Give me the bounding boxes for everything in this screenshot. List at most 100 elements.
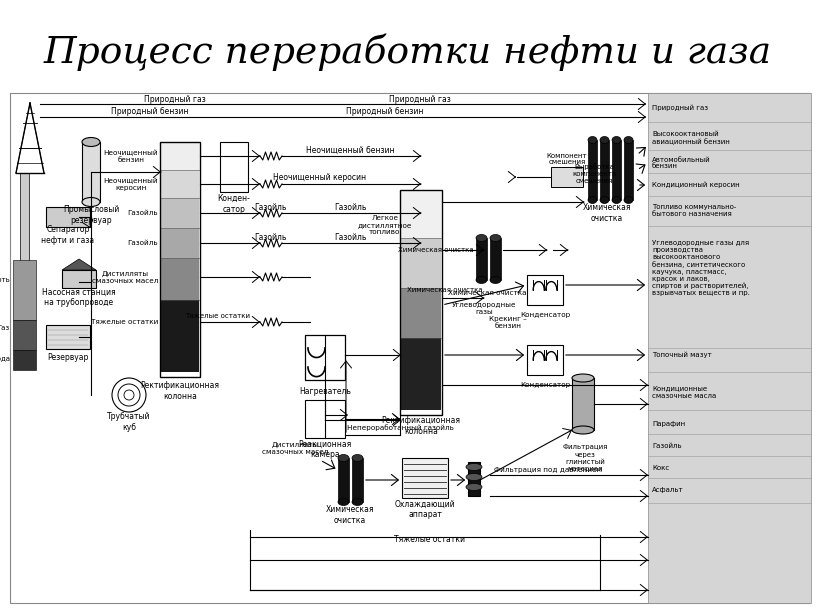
Text: Трубчатый
куб: Трубчатый куб bbox=[107, 413, 151, 432]
Bar bbox=[46, 207, 90, 227]
Text: Компонент
смешения: Компонент смешения bbox=[547, 153, 588, 166]
Text: Фильтрация под давлением: Фильтрация под давлением bbox=[494, 467, 602, 473]
Bar bbox=[161, 228, 199, 258]
Bar bbox=[401, 238, 441, 288]
Bar bbox=[13, 350, 36, 370]
Text: Ректификационная
колонна: Ректификационная колонна bbox=[140, 381, 220, 401]
Text: Автомобильный
бензин: Автомобильный бензин bbox=[652, 156, 711, 170]
Text: Нагреватель: Нагреватель bbox=[299, 387, 351, 395]
Text: Газойль: Газойль bbox=[127, 210, 158, 216]
Bar bbox=[468, 462, 480, 496]
Text: Парафин: Парафин bbox=[652, 421, 685, 427]
Text: Ректификационная
колонна: Ректификационная колонна bbox=[382, 416, 460, 436]
Text: Тяжелые остатки: Тяжелые остатки bbox=[185, 313, 250, 319]
Text: Тяжелые остатки: Тяжелые остатки bbox=[394, 535, 465, 544]
Bar bbox=[400, 190, 442, 415]
Text: Резервуар: Резервуар bbox=[47, 352, 89, 362]
Text: Газойль: Газойль bbox=[254, 232, 286, 242]
Text: Химическая
очистка: Химическая очистка bbox=[583, 204, 632, 223]
Ellipse shape bbox=[338, 498, 349, 506]
Text: Природный газ: Природный газ bbox=[389, 94, 451, 104]
Text: Кондиционные
смазочные масла: Кондиционные смазочные масла bbox=[652, 386, 716, 398]
Bar bbox=[305, 400, 345, 438]
Ellipse shape bbox=[600, 137, 609, 143]
Bar bbox=[476, 238, 487, 280]
Text: Дистилляты
смазочных масел: Дистилляты смазочных масел bbox=[91, 270, 158, 284]
Ellipse shape bbox=[624, 197, 633, 204]
Text: Тяжелые остатки: Тяжелые остатки bbox=[91, 319, 158, 325]
Bar bbox=[13, 260, 36, 320]
Polygon shape bbox=[62, 259, 96, 270]
Text: Конден-
сатор: Конден- сатор bbox=[218, 194, 251, 214]
Ellipse shape bbox=[476, 235, 487, 242]
Ellipse shape bbox=[476, 276, 487, 283]
Text: Неочищенный керосин: Неочищенный керосин bbox=[273, 173, 366, 183]
Bar bbox=[648, 93, 811, 603]
Bar bbox=[305, 335, 345, 380]
Text: Природный газ: Природный газ bbox=[144, 94, 206, 104]
Text: Высокооктановый
авиационный бензин: Высокооктановый авиационный бензин bbox=[652, 131, 730, 145]
Bar bbox=[338, 458, 349, 502]
Ellipse shape bbox=[600, 197, 609, 204]
Ellipse shape bbox=[82, 137, 100, 147]
Bar bbox=[401, 190, 441, 238]
Text: Конденсатор: Конденсатор bbox=[520, 382, 570, 388]
Bar bbox=[82, 142, 100, 202]
Text: Непероработанный газойль: Непероработанный газойль bbox=[347, 425, 454, 432]
Ellipse shape bbox=[352, 498, 363, 506]
Ellipse shape bbox=[624, 137, 633, 143]
Ellipse shape bbox=[338, 454, 349, 462]
Bar bbox=[490, 238, 501, 280]
Bar bbox=[161, 258, 199, 300]
Bar bbox=[401, 288, 441, 338]
Text: Выработка
компонента
смешения: Выработка компонента смешения bbox=[572, 164, 616, 185]
Bar bbox=[20, 173, 29, 368]
Text: Кондиционный керосин: Кондиционный керосин bbox=[652, 181, 739, 188]
Text: Газойль: Газойль bbox=[254, 202, 286, 211]
Ellipse shape bbox=[612, 197, 621, 204]
Bar bbox=[160, 142, 200, 377]
Text: Неочищенный
керосин: Неочищенный керосин bbox=[104, 177, 158, 191]
Bar bbox=[10, 93, 810, 603]
Text: Фильтрация
через
глинистый
материал: Фильтрация через глинистый материал bbox=[562, 444, 608, 471]
Ellipse shape bbox=[588, 197, 597, 204]
Bar bbox=[401, 338, 441, 410]
Text: Углеводородные
газы: Углеводородные газы bbox=[452, 302, 517, 314]
Text: Газойль: Газойль bbox=[652, 443, 681, 449]
Text: Сепаратор
нефти и газа: Сепаратор нефти и газа bbox=[42, 226, 95, 245]
Ellipse shape bbox=[612, 137, 621, 143]
Text: Кокс: Кокс bbox=[652, 465, 669, 471]
Bar bbox=[13, 320, 36, 350]
Text: Неочищенный
бензин: Неочищенный бензин bbox=[104, 149, 158, 162]
Text: Конденсатор: Конденсатор bbox=[520, 312, 570, 318]
Text: Насосная станция
на трубопроводе: Насосная станция на трубопроводе bbox=[42, 287, 116, 306]
Bar bbox=[161, 170, 199, 198]
Text: Природный газ: Природный газ bbox=[652, 105, 708, 111]
Text: Химическая
очистка: Химическая очистка bbox=[326, 505, 375, 525]
Bar bbox=[600, 140, 609, 200]
Text: Газойль: Газойль bbox=[334, 232, 366, 242]
Text: Нефть: Нефть bbox=[0, 277, 10, 283]
Bar bbox=[527, 275, 563, 305]
Text: Легкое
дистиллятное
топливо: Легкое дистиллятное топливо bbox=[357, 215, 412, 235]
Bar bbox=[612, 140, 621, 200]
Ellipse shape bbox=[572, 426, 594, 434]
Bar bbox=[588, 140, 597, 200]
Text: Охлаждающий
аппарат: Охлаждающий аппарат bbox=[395, 500, 455, 519]
Ellipse shape bbox=[490, 235, 501, 242]
Ellipse shape bbox=[352, 454, 363, 462]
Text: Дистилляты
смазочных масел: Дистилляты смазочных масел bbox=[262, 441, 328, 455]
Bar bbox=[161, 198, 199, 228]
Text: Природный бензин: Природный бензин bbox=[346, 107, 424, 116]
Ellipse shape bbox=[572, 374, 594, 382]
Text: Асфальт: Асфальт bbox=[652, 487, 684, 493]
Bar bbox=[161, 300, 199, 372]
Ellipse shape bbox=[466, 473, 482, 481]
Text: Газ: Газ bbox=[0, 325, 10, 331]
Bar bbox=[527, 345, 563, 375]
Bar bbox=[46, 325, 90, 349]
Text: Газойль: Газойль bbox=[127, 240, 158, 246]
Text: Химическая очистка: Химическая очистка bbox=[448, 290, 526, 296]
Text: Топливо коммунально-
бытового назначения: Топливо коммунально- бытового назначения bbox=[652, 204, 736, 216]
Bar bbox=[220, 142, 248, 192]
